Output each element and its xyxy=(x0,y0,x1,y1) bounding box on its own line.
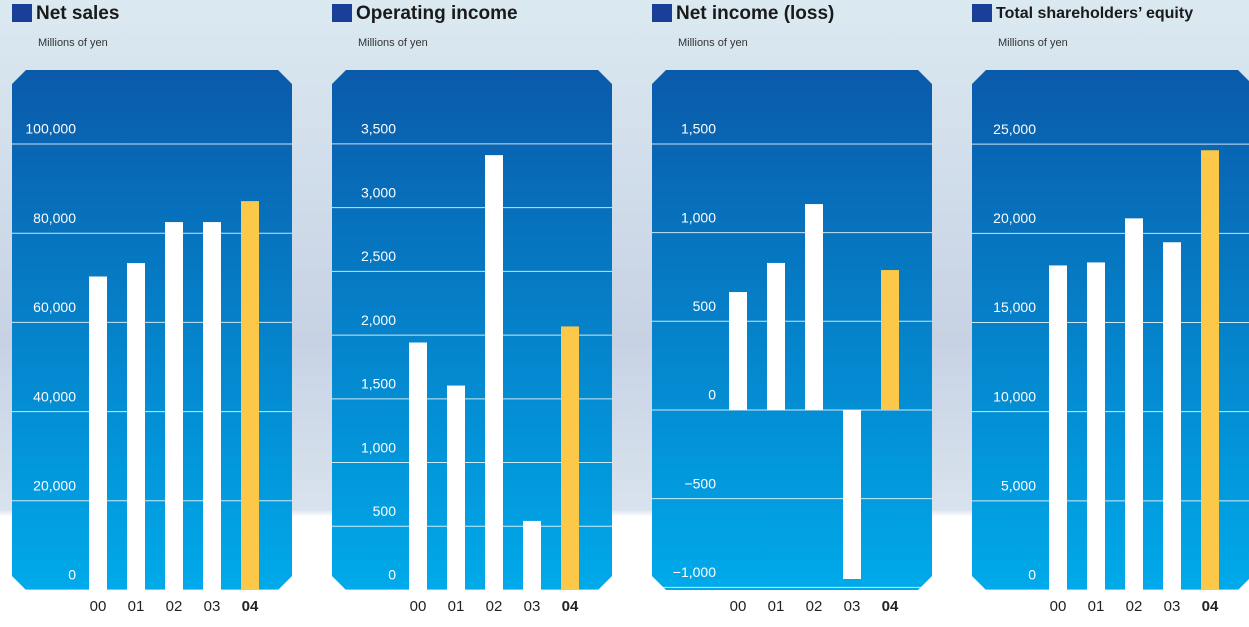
chart-subtitle: Millions of yen xyxy=(358,37,428,49)
title-marker xyxy=(652,4,672,22)
panel: Operating income Millions of yen 0 500 1,000… xyxy=(332,3,612,615)
bar xyxy=(89,276,107,590)
x-tick-label: 02 xyxy=(486,598,503,615)
bar xyxy=(409,342,427,590)
x-tick-label: 04 xyxy=(882,598,899,615)
y-tick-label: 500 xyxy=(693,298,717,314)
x-tick-label: 03 xyxy=(204,598,221,615)
chart-title: Total shareholders’ equity xyxy=(996,5,1193,22)
x-tick-label: 01 xyxy=(1088,598,1105,615)
bar xyxy=(1087,262,1105,590)
bar xyxy=(1201,150,1219,590)
bar xyxy=(447,385,465,590)
y-tick-label: 2,500 xyxy=(361,248,396,264)
bar xyxy=(1049,265,1067,590)
y-tick-label: 500 xyxy=(373,503,397,519)
bar xyxy=(805,204,823,410)
x-tick-label: 00 xyxy=(1050,598,1067,615)
chart-subtitle: Millions of yen xyxy=(678,37,748,49)
y-tick-label: 1,000 xyxy=(681,209,716,225)
bar xyxy=(881,270,899,410)
y-tick-label: 0 xyxy=(708,387,716,403)
y-tick-label: 3,500 xyxy=(361,121,396,137)
y-tick-label: 60,000 xyxy=(33,299,76,315)
bar xyxy=(1125,218,1143,591)
y-tick-label: 20,000 xyxy=(33,478,76,494)
y-tick-label: 3,000 xyxy=(361,184,396,200)
y-tick-label: 15,000 xyxy=(993,299,1036,315)
title-marker xyxy=(972,4,992,22)
panel: Total shareholders’ equity Millions of ye… xyxy=(972,4,1249,615)
x-tick-label: 02 xyxy=(806,598,823,615)
x-tick-label: 00 xyxy=(730,598,747,615)
x-tick-label: 04 xyxy=(562,598,579,615)
y-tick-label: 10,000 xyxy=(993,388,1036,404)
y-tick-label: −500 xyxy=(684,475,716,491)
x-tick-label: 01 xyxy=(128,598,145,615)
x-tick-label: 03 xyxy=(524,598,541,615)
chart-subtitle: Millions of yen xyxy=(998,37,1068,49)
x-tick-label: 00 xyxy=(410,598,427,615)
plot-area xyxy=(12,70,292,590)
y-tick-label: 40,000 xyxy=(33,388,76,404)
y-tick-label: 5,000 xyxy=(1001,478,1036,494)
x-tick-label: 03 xyxy=(1164,598,1181,615)
bar xyxy=(561,326,579,590)
y-tick-label: 1,500 xyxy=(361,376,396,392)
bar xyxy=(1163,242,1181,591)
x-tick-label: 01 xyxy=(768,598,785,615)
y-tick-label: 0 xyxy=(68,567,76,583)
chart-subtitle: Millions of yen xyxy=(38,37,108,49)
x-tick-label: 04 xyxy=(1202,598,1219,615)
y-tick-label: −1,000 xyxy=(673,564,716,580)
chart-title: Net income (loss) xyxy=(676,3,834,24)
y-tick-label: 1,000 xyxy=(361,439,396,455)
bar xyxy=(165,222,183,590)
bar xyxy=(523,520,541,590)
plot-area xyxy=(652,70,932,590)
bar xyxy=(729,292,747,410)
y-tick-label: 20,000 xyxy=(993,210,1036,226)
y-tick-label: 80,000 xyxy=(33,210,76,226)
plot-area xyxy=(332,70,612,590)
bar xyxy=(241,201,259,590)
bar xyxy=(203,222,221,590)
y-tick-label: 2,000 xyxy=(361,312,396,328)
y-tick-label: 100,000 xyxy=(25,121,76,137)
chart-title: Net sales xyxy=(36,3,119,24)
x-tick-label: 02 xyxy=(166,598,183,615)
bar xyxy=(767,262,785,410)
y-tick-label: 25,000 xyxy=(993,121,1036,137)
x-tick-label: 04 xyxy=(242,598,259,615)
x-tick-label: 03 xyxy=(844,598,861,615)
bar xyxy=(127,263,145,590)
y-tick-label: 0 xyxy=(1028,567,1036,583)
chart-title: Operating income xyxy=(356,3,518,24)
x-tick-label: 02 xyxy=(1126,598,1143,615)
y-tick-label: 1,500 xyxy=(681,121,716,137)
y-tick-label: 0 xyxy=(388,567,396,583)
title-marker xyxy=(12,4,32,22)
bar xyxy=(843,409,861,580)
bar xyxy=(485,155,503,590)
x-tick-label: 01 xyxy=(448,598,465,615)
panel: Net sales Millions of yen 0 20,000 40,000 60,… xyxy=(12,3,292,615)
title-marker xyxy=(332,4,352,22)
panel: Net income (loss) Millions of yen −1,000 −5… xyxy=(652,3,932,615)
x-tick-label: 00 xyxy=(90,598,107,615)
